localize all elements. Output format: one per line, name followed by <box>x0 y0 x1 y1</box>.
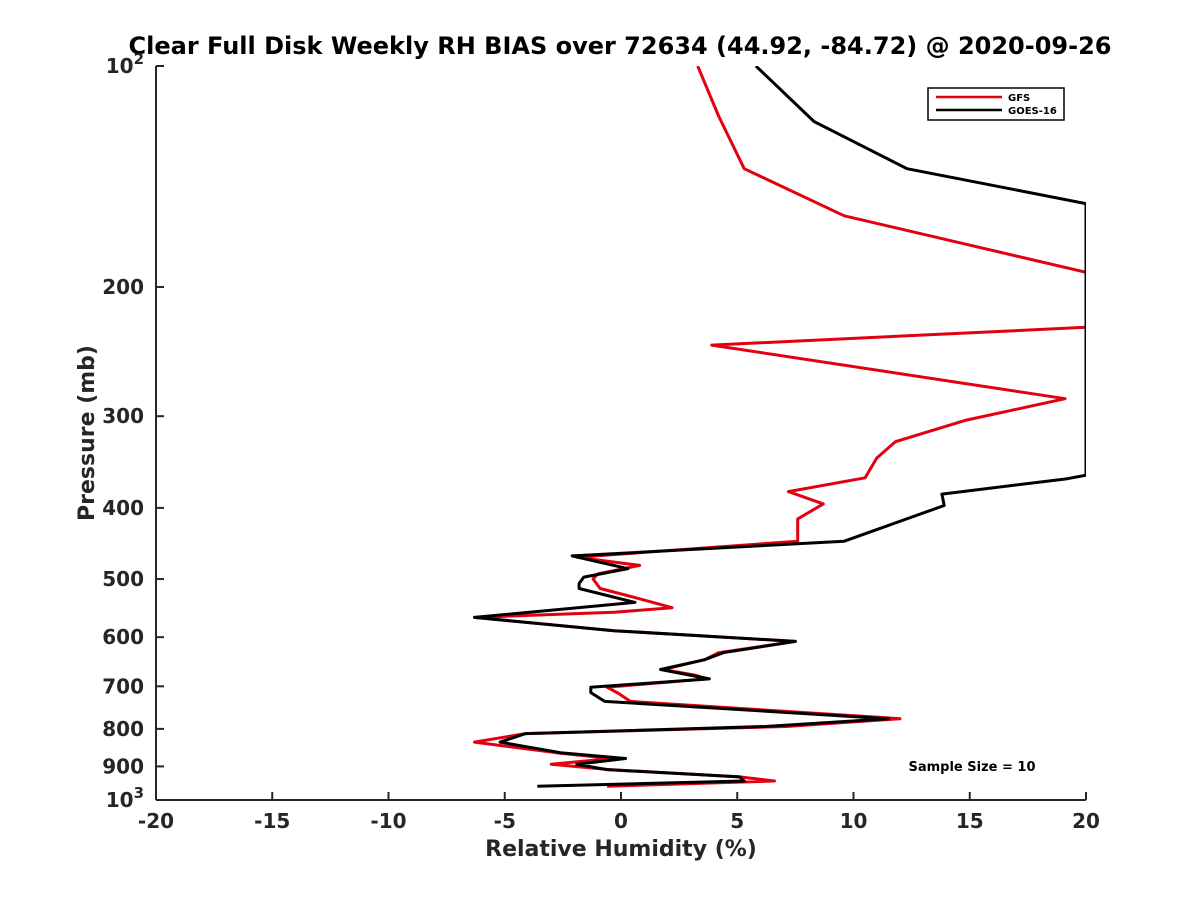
y-tick-label: 102 <box>106 50 144 78</box>
y-tick-label: 103 <box>106 784 144 812</box>
sample-size-annotation: Sample Size = 10 <box>908 760 1035 775</box>
series-layer <box>473 66 1086 788</box>
chart-title: Clear Full Disk Weekly RH BIAS over 7263… <box>129 32 1112 60</box>
y-tick-label: 300 <box>102 404 144 428</box>
x-tick-label: 10 <box>840 809 868 833</box>
x-axis-label: Relative Humidity (%) <box>485 837 757 862</box>
x-tick-label: 5 <box>730 809 744 833</box>
legend-box <box>927 87 1065 121</box>
y-tick-label: 600 <box>102 625 144 649</box>
x-ticks: -20 -15 -10 -5 0 5 10 15 20 <box>138 792 1100 833</box>
legend-label-gfs: GFS <box>1008 93 1030 104</box>
legend: GFS GOES-16 <box>927 87 1065 121</box>
y-tick-label: 800 <box>102 717 144 741</box>
y-tick-label: 500 <box>102 567 144 591</box>
legend-label-goes16: GOES-16 <box>1008 106 1057 117</box>
plot-area <box>156 66 1086 800</box>
y-tick-label: 900 <box>102 754 144 778</box>
x-tick-label: -15 <box>254 809 290 833</box>
x-tick-label: 15 <box>956 809 984 833</box>
y-tick-label: 700 <box>102 674 144 698</box>
x-tick-label: 20 <box>1072 809 1100 833</box>
y-tick-label: 200 <box>102 275 144 299</box>
x-tick-label: -5 <box>494 809 516 833</box>
x-tick-label: 0 <box>614 809 628 833</box>
x-tick-label: -10 <box>370 809 406 833</box>
y-tick-label: 400 <box>102 496 144 520</box>
y-axis-label: Pressure (mb) <box>75 345 100 521</box>
series-line-gfs <box>473 66 1086 788</box>
y-ticks: 102 200 300 400 500 600 700 800 900 103 <box>102 50 164 812</box>
x-tick-label: -20 <box>138 809 174 833</box>
series-line-goes16 <box>473 66 1086 788</box>
